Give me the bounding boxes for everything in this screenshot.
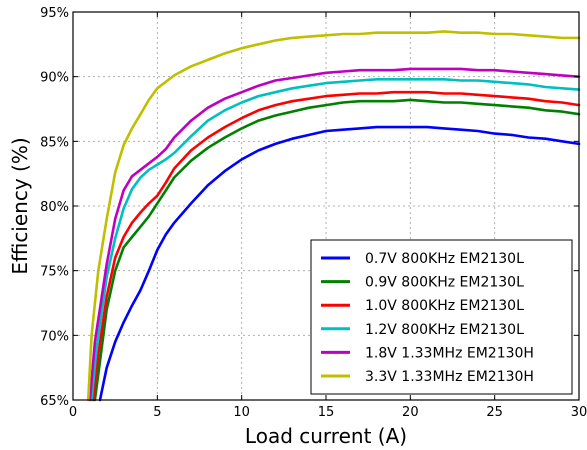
y-tick-label: 70% bbox=[40, 329, 69, 344]
y-tick-label: 95% bbox=[40, 6, 69, 21]
series-line-3 bbox=[91, 90, 581, 402]
legend-label-2: 0.9V 800KHz EM2130L bbox=[365, 275, 524, 291]
series-line-1 bbox=[98, 125, 581, 402]
x-axis-title: Load current (A) bbox=[245, 424, 407, 448]
legend: 0.7V 800KHz EM2130L 0.9V 800KHz EM2130L 1.… bbox=[310, 239, 573, 395]
legend-label-6: 3.3V 1.33MHz EM2130H bbox=[365, 369, 534, 385]
x-tick-label: 5 bbox=[153, 405, 161, 420]
y-tick-label: 85% bbox=[40, 135, 69, 150]
y-tick-label: 80% bbox=[40, 200, 69, 215]
series-line-5 bbox=[88, 67, 581, 402]
x-tick-label: 30 bbox=[571, 405, 587, 420]
legend-label-5: 1.8V 1.33MHz EM2130H bbox=[365, 345, 534, 361]
legend-label-3: 1.0V 800KHz EM2130L bbox=[365, 298, 524, 314]
series-line-2 bbox=[93, 98, 581, 402]
y-axis-title: Efficiency (%) bbox=[8, 137, 32, 274]
legend-label-1: 0.7V 800KHz EM2130L bbox=[365, 251, 524, 267]
y-tick-label: 65% bbox=[40, 394, 69, 409]
ticks: 0 5 10 15 20 25 30 65% 70% 75% 80% 85% 90% 95% bbox=[40, 6, 587, 420]
y-tick-label: 90% bbox=[40, 71, 69, 86]
x-tick-label: 15 bbox=[318, 405, 335, 420]
series-lines bbox=[86, 30, 581, 402]
legend-box bbox=[310, 239, 573, 395]
series-line-6 bbox=[86, 30, 581, 402]
x-tick-label: 10 bbox=[233, 405, 250, 420]
x-tick-label: 20 bbox=[402, 405, 419, 420]
legend-label-4: 1.2V 800KHz EM2130L bbox=[365, 322, 524, 338]
series-line-4 bbox=[90, 78, 581, 402]
x-tick-label: 25 bbox=[486, 405, 503, 420]
y-tick-label: 75% bbox=[40, 265, 69, 280]
x-tick-label: 0 bbox=[69, 405, 77, 420]
